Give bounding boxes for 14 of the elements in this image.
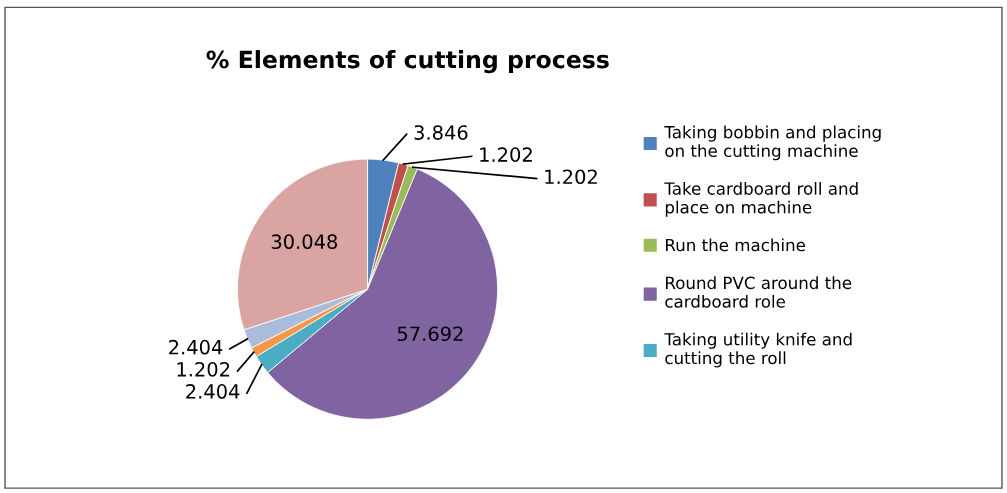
data-label: 57.692 <box>397 326 463 342</box>
data-label: 2.404 <box>186 384 240 399</box>
data-label: 1.202 <box>480 147 532 162</box>
legend-label: Round PVC around the cardboard role <box>665 276 852 308</box>
data-label: 1.202 <box>177 361 230 377</box>
legend-label: Take cardboard roll and place on machine <box>664 181 858 217</box>
legend-label: Taking utility knife and cutting the roll <box>664 332 852 368</box>
chart-title: % Elements of cutting process <box>206 50 609 74</box>
data-label: 30.048 <box>271 234 338 250</box>
legend-label: Run the machine <box>666 238 806 252</box>
legend-label: Taking bobbin and placing on the cutting machine <box>664 125 881 161</box>
data-label: 1.202 <box>545 169 597 185</box>
data-label: 2.404 <box>169 339 223 355</box>
data-label: 3.846 <box>414 125 468 140</box>
